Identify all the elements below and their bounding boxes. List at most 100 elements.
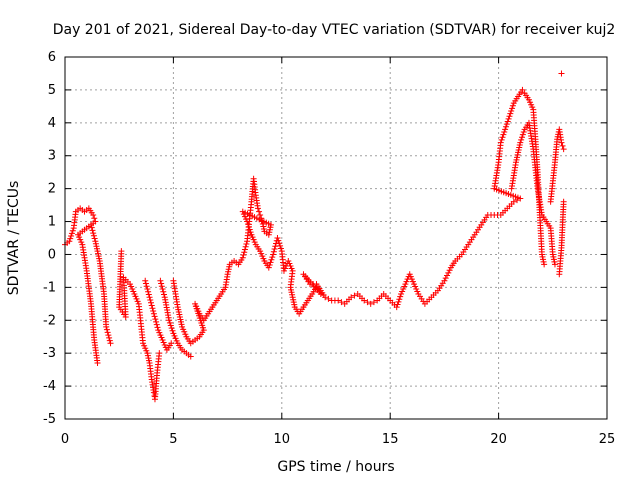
- data-point: [502, 126, 509, 133]
- data-point-interp: [275, 237, 282, 244]
- data-points: [62, 70, 567, 403]
- data-point: [66, 238, 73, 245]
- data-point: [441, 277, 448, 284]
- data-point-interp: [88, 224, 95, 231]
- data-point-interp: [442, 275, 449, 282]
- data-point: [322, 294, 329, 301]
- data-point: [517, 139, 524, 146]
- x-axis-label: GPS time / hours: [277, 459, 394, 475]
- data-point: [150, 310, 157, 317]
- data-point-interp: [504, 118, 511, 125]
- data-point-interp: [68, 233, 75, 240]
- data-point-interp: [446, 267, 453, 274]
- data-point-interp: [444, 272, 451, 279]
- x-tick-label: 10: [274, 432, 291, 447]
- data-point: [270, 251, 277, 258]
- data-point-interp: [256, 208, 263, 215]
- data-point-interp: [325, 295, 332, 302]
- data-point: [560, 146, 567, 153]
- data-point-interp: [276, 240, 283, 247]
- grid-lines: [65, 57, 607, 419]
- data-point: [257, 211, 264, 218]
- data-point: [90, 211, 97, 218]
- data-point: [274, 235, 281, 241]
- data-point-interp: [91, 235, 98, 242]
- data-point-interp: [154, 324, 161, 331]
- data-point: [367, 300, 374, 307]
- data-point-interp: [159, 286, 166, 293]
- data-point-interp: [520, 129, 527, 136]
- data-point-interp: [104, 329, 111, 336]
- data-point-interp: [498, 136, 505, 143]
- data-point-interp: [149, 305, 156, 312]
- y-axis-ticks: -5 -4 -3 -2 -1 0 1 2 3 4 5 6: [43, 50, 607, 427]
- data-point: [265, 264, 272, 271]
- data-point: [166, 317, 173, 324]
- data-point-interp: [499, 134, 506, 141]
- y-tick-label: -5: [43, 412, 56, 427]
- data-point-interp: [152, 316, 159, 323]
- y-tick-label: 3: [48, 149, 56, 164]
- chart-title: Day 201 of 2021, Sidereal Day-to-day VTE…: [53, 22, 616, 38]
- data-point: [168, 340, 175, 347]
- data-point-interp: [269, 254, 276, 261]
- data-point-interp: [106, 337, 113, 344]
- data-point-interp: [168, 325, 175, 332]
- data-point: [156, 350, 163, 357]
- data-point-interp: [145, 291, 152, 298]
- data-point-interp: [144, 286, 151, 293]
- data-point: [541, 261, 548, 268]
- y-tick-label: -3: [43, 346, 56, 361]
- data-point: [558, 70, 565, 77]
- data-point-interp: [241, 246, 248, 253]
- data-point-interp: [147, 296, 154, 303]
- data-point-interp: [67, 235, 74, 242]
- data-point-interp: [90, 230, 97, 237]
- data-point-interp: [277, 245, 284, 252]
- data-point-interp: [161, 291, 168, 298]
- data-point-interp: [147, 299, 154, 306]
- data-point-interp: [351, 292, 358, 299]
- data-point-interp: [153, 318, 160, 325]
- data-point-interp: [166, 319, 173, 326]
- data-point-interp: [266, 261, 273, 268]
- plot-frame: [64, 56, 608, 420]
- data-point: [103, 323, 110, 330]
- x-tick-label: 15: [382, 432, 399, 447]
- data-point: [519, 86, 526, 93]
- data-point-interp: [106, 334, 113, 341]
- y-tick-label: -4: [43, 379, 56, 394]
- data-point-interp: [151, 313, 158, 320]
- data-point-interp: [267, 259, 274, 266]
- data-point: [142, 277, 149, 284]
- data-point-interp: [167, 322, 174, 329]
- data-point-interp: [395, 298, 402, 305]
- x-tick-label: 5: [169, 432, 177, 447]
- x-tick-label: 20: [490, 432, 507, 447]
- data-point-interp: [507, 110, 514, 117]
- y-tick-label: 1: [48, 215, 56, 230]
- data-point: [551, 261, 558, 268]
- data-point: [335, 297, 342, 304]
- data-point-interp: [396, 296, 403, 303]
- data-point: [88, 221, 95, 228]
- data-point-interp: [246, 226, 253, 233]
- data-point-interp: [501, 129, 508, 136]
- data-point-interp: [145, 288, 152, 295]
- data-point-interp: [158, 283, 165, 290]
- data-point-interp: [242, 243, 249, 250]
- data-point: [239, 254, 246, 261]
- data-point-interp: [397, 293, 404, 300]
- data-point-interp: [508, 107, 515, 114]
- data-point-interp: [338, 299, 345, 306]
- data-point: [510, 198, 517, 205]
- y-tick-label: 4: [48, 116, 56, 131]
- data-point-interp: [169, 327, 176, 334]
- data-point-interp: [244, 221, 251, 228]
- data-point-interp: [518, 136, 525, 143]
- data-point-interp: [519, 134, 526, 141]
- data-point-interp: [364, 299, 371, 306]
- data-point-interp: [509, 102, 516, 109]
- x-tick-label: 0: [61, 432, 69, 447]
